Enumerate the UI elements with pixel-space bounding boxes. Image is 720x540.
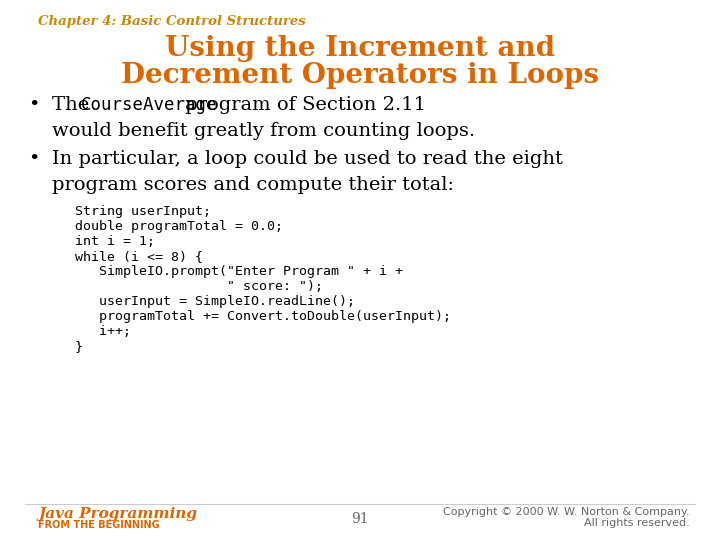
Text: In particular, a loop could be used to read the eight: In particular, a loop could be used to r… bbox=[52, 150, 563, 168]
Text: program scores and compute their total:: program scores and compute their total: bbox=[52, 176, 454, 194]
Text: Java Programming: Java Programming bbox=[38, 507, 197, 521]
Text: userInput = SimpleIO.readLine();: userInput = SimpleIO.readLine(); bbox=[75, 295, 355, 308]
Text: int i = 1;: int i = 1; bbox=[75, 235, 155, 248]
Text: while (i <= 8) {: while (i <= 8) { bbox=[75, 250, 203, 263]
Text: FROM THE BEGINNING: FROM THE BEGINNING bbox=[38, 520, 160, 530]
Text: program of Section 2.11: program of Section 2.11 bbox=[179, 96, 426, 114]
Text: }: } bbox=[75, 340, 83, 353]
Text: 91: 91 bbox=[351, 512, 369, 526]
Text: Decrement Operators in Loops: Decrement Operators in Loops bbox=[121, 62, 599, 89]
Text: String userInput;: String userInput; bbox=[75, 205, 211, 218]
Text: would benefit greatly from counting loops.: would benefit greatly from counting loop… bbox=[52, 122, 475, 140]
Text: i++;: i++; bbox=[75, 325, 131, 338]
Text: SimpleIO.prompt("Enter Program " + i +: SimpleIO.prompt("Enter Program " + i + bbox=[75, 265, 403, 278]
Text: The: The bbox=[52, 96, 96, 114]
Text: •: • bbox=[28, 96, 40, 114]
Text: programTotal += Convert.toDouble(userInput);: programTotal += Convert.toDouble(userInp… bbox=[75, 310, 451, 323]
Text: " score: ");: " score: "); bbox=[75, 280, 323, 293]
Text: Chapter 4: Basic Control Structures: Chapter 4: Basic Control Structures bbox=[38, 15, 306, 28]
Text: •: • bbox=[28, 150, 40, 168]
Text: double programTotal = 0.0;: double programTotal = 0.0; bbox=[75, 220, 283, 233]
Text: Using the Increment and: Using the Increment and bbox=[165, 35, 555, 62]
Text: CourseAverage: CourseAverage bbox=[81, 96, 217, 114]
Text: All rights reserved.: All rights reserved. bbox=[584, 518, 690, 528]
Text: Copyright © 2000 W. W. Norton & Company.: Copyright © 2000 W. W. Norton & Company. bbox=[444, 507, 690, 517]
